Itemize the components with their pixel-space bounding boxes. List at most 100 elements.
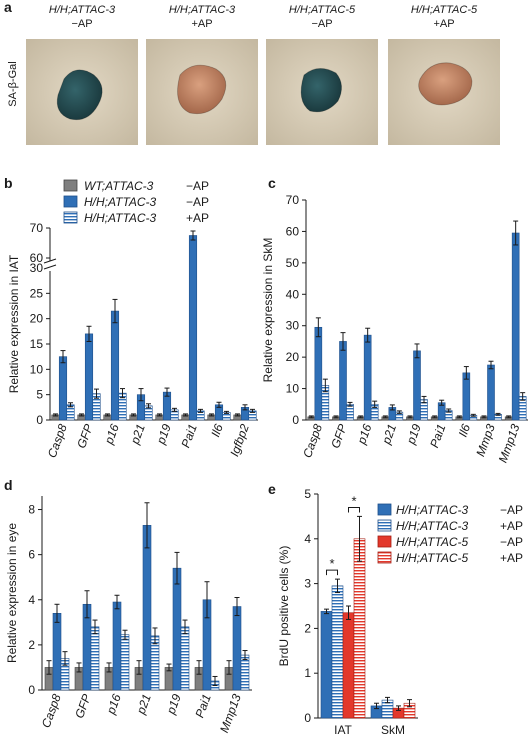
panel-label-c: c <box>268 175 276 191</box>
significance-star: * <box>329 556 334 571</box>
x-tick-label: p21 <box>379 422 399 447</box>
significance-bracket <box>326 569 338 576</box>
x-tick-label: Igfbp2 <box>227 422 252 458</box>
bar <box>52 613 62 691</box>
x-tick-label: Pai1 <box>192 692 213 719</box>
y-tick-label: 60 <box>286 224 300 238</box>
bar <box>232 606 242 691</box>
legend-suffix: +AP <box>500 551 523 565</box>
y-tick-label: 0 <box>304 711 311 725</box>
y-tick-label: 70 <box>30 221 44 235</box>
bar <box>58 356 68 421</box>
legend-suffix: −AP <box>186 179 209 193</box>
y-tick-label: 2 <box>304 621 311 635</box>
significance-bracket <box>348 506 360 513</box>
bar <box>331 585 344 719</box>
legend-suffix: −AP <box>500 503 523 517</box>
x-tick-label: GFP <box>328 422 350 450</box>
x-tick-label: Il6 <box>456 422 474 439</box>
x-tick-label: p19 <box>153 422 173 447</box>
bar <box>353 538 366 719</box>
panel-label-a: a <box>4 0 12 15</box>
x-tick-label: IAT <box>334 723 352 737</box>
bar <box>413 350 421 421</box>
sa-beta-gal-label: SA-β-Gal <box>7 61 19 106</box>
x-tick-label: Mmp3 <box>473 422 498 458</box>
legend-swatch <box>377 519 392 532</box>
x-tick-label: p21 <box>133 692 153 717</box>
legend-suffix: −AP <box>500 535 523 549</box>
x-tick-label: p19 <box>163 692 183 717</box>
bar <box>339 341 347 421</box>
y-tick-label: 25 <box>30 286 44 300</box>
y-tick-label: 30 <box>286 319 300 333</box>
image-subtitle: +AP <box>433 18 454 30</box>
y-tick-label: 4 <box>28 593 35 607</box>
y-tick-label: 15 <box>30 337 44 351</box>
axis-break-mark <box>43 258 57 264</box>
x-tick-label: p16 <box>101 422 121 447</box>
y-tick-label: 10 <box>286 382 300 396</box>
x-tick-label: Pai1 <box>178 422 199 449</box>
x-tick-label: p21 <box>127 422 147 447</box>
tissue-sample <box>177 64 227 115</box>
image-title: H/H;ATTAC-5 <box>289 4 356 16</box>
panel-label-b: b <box>4 175 13 191</box>
y-tick-label: 3 <box>304 577 311 591</box>
legend-label: H/H;ATTAC-5 <box>396 551 469 565</box>
y-tick-label: 6 <box>28 548 35 562</box>
bar <box>363 334 372 421</box>
y-axis-label: Relative expression in eye <box>5 523 19 663</box>
y-tick-label: 60 <box>30 251 44 265</box>
x-tick-label: Casp8 <box>39 692 64 730</box>
bar <box>320 611 333 719</box>
bar <box>112 601 122 691</box>
y-tick-label: 20 <box>30 312 44 326</box>
bar <box>110 310 120 421</box>
image-subtitle: −AP <box>71 18 92 30</box>
bar <box>314 326 323 421</box>
y-tick-label: 20 <box>286 350 300 364</box>
legend-suffix: +AP <box>500 519 523 533</box>
bar <box>84 333 94 421</box>
x-tick-label: Mmp13 <box>496 422 523 465</box>
x-tick-label: p16 <box>354 422 374 447</box>
legend-label: H/H;ATTAC-3 <box>84 211 157 225</box>
legend-swatch <box>377 503 392 516</box>
x-tick-label: p16 <box>103 692 123 717</box>
y-tick-label: 30 <box>30 261 44 275</box>
x-tick-label: Il6 <box>208 422 226 439</box>
x-tick-label: GFP <box>74 422 96 450</box>
legend-suffix: +AP <box>186 211 209 225</box>
y-axis-label: BrdU positive cells (%) <box>277 546 291 667</box>
bar <box>462 372 471 421</box>
legend-swatch <box>63 179 78 192</box>
panel-label-d: d <box>4 477 13 493</box>
y-axis-label: Relative expression in SkM <box>261 238 275 383</box>
y-tick-label: 4 <box>304 532 311 546</box>
bar <box>511 232 520 421</box>
significance-star: * <box>351 493 356 508</box>
image-subtitle: +AP <box>191 18 212 30</box>
image-title: H/H;ATTAC-3 <box>49 4 116 16</box>
bar <box>180 626 190 691</box>
y-tick-label: 50 <box>286 256 300 270</box>
x-tick-label: Casp8 <box>45 422 70 460</box>
bar <box>90 626 100 691</box>
legend-swatch <box>63 211 78 224</box>
x-tick-label: Mmp13 <box>217 692 244 735</box>
x-tick-label: SkM <box>381 723 405 737</box>
bar <box>120 634 130 691</box>
bar <box>342 612 355 719</box>
image-title: H/H;ATTAC-3 <box>169 4 236 16</box>
axis-break-mark <box>43 264 57 270</box>
legend-label: H/H;ATTAC-3 <box>396 503 469 517</box>
x-tick-label: GFP <box>72 692 94 720</box>
image-title: H/H;ATTAC-5 <box>411 4 478 16</box>
axis-break-gap <box>44 261 56 271</box>
y-tick-label: 10 <box>30 362 44 376</box>
tissue-sample <box>300 68 342 113</box>
x-tick-label: p19 <box>403 422 423 447</box>
